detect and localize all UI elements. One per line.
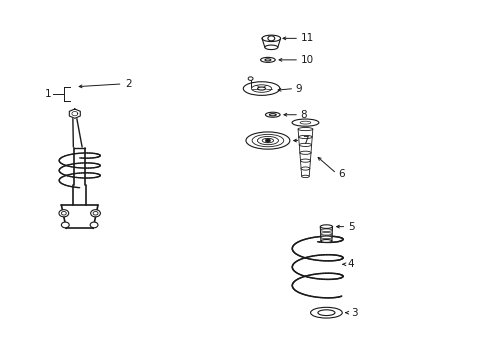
Circle shape (93, 211, 98, 215)
Ellipse shape (247, 77, 252, 80)
Ellipse shape (298, 127, 312, 131)
Ellipse shape (320, 225, 332, 228)
Ellipse shape (310, 307, 342, 318)
Circle shape (265, 139, 270, 142)
Text: 4: 4 (347, 259, 354, 269)
Text: 10: 10 (300, 55, 313, 65)
Ellipse shape (243, 82, 279, 95)
Ellipse shape (291, 119, 318, 126)
Circle shape (90, 222, 98, 228)
Ellipse shape (320, 239, 331, 242)
Text: 3: 3 (350, 308, 357, 318)
Text: 6: 6 (337, 168, 344, 179)
Ellipse shape (264, 59, 270, 61)
Ellipse shape (301, 167, 309, 170)
Ellipse shape (320, 236, 331, 239)
Circle shape (59, 210, 69, 217)
Text: 1: 1 (45, 89, 52, 99)
Ellipse shape (317, 310, 334, 316)
Ellipse shape (245, 132, 289, 149)
Text: 5: 5 (347, 222, 354, 231)
Text: 2: 2 (125, 79, 132, 89)
Ellipse shape (299, 143, 311, 147)
Circle shape (61, 211, 66, 215)
Text: 9: 9 (295, 84, 302, 94)
Ellipse shape (301, 175, 308, 177)
Ellipse shape (320, 229, 332, 231)
Circle shape (90, 210, 100, 217)
Ellipse shape (265, 112, 280, 117)
Ellipse shape (260, 57, 275, 62)
Ellipse shape (264, 45, 277, 50)
Ellipse shape (299, 151, 310, 154)
Ellipse shape (320, 233, 331, 235)
Ellipse shape (262, 35, 280, 41)
Circle shape (267, 36, 274, 41)
Text: 11: 11 (300, 33, 313, 43)
Circle shape (61, 222, 69, 228)
Ellipse shape (257, 87, 265, 90)
Ellipse shape (298, 135, 311, 139)
Ellipse shape (300, 159, 310, 162)
Text: 8: 8 (300, 110, 306, 120)
Polygon shape (69, 109, 80, 118)
Ellipse shape (269, 114, 276, 116)
Text: 7: 7 (302, 136, 308, 145)
